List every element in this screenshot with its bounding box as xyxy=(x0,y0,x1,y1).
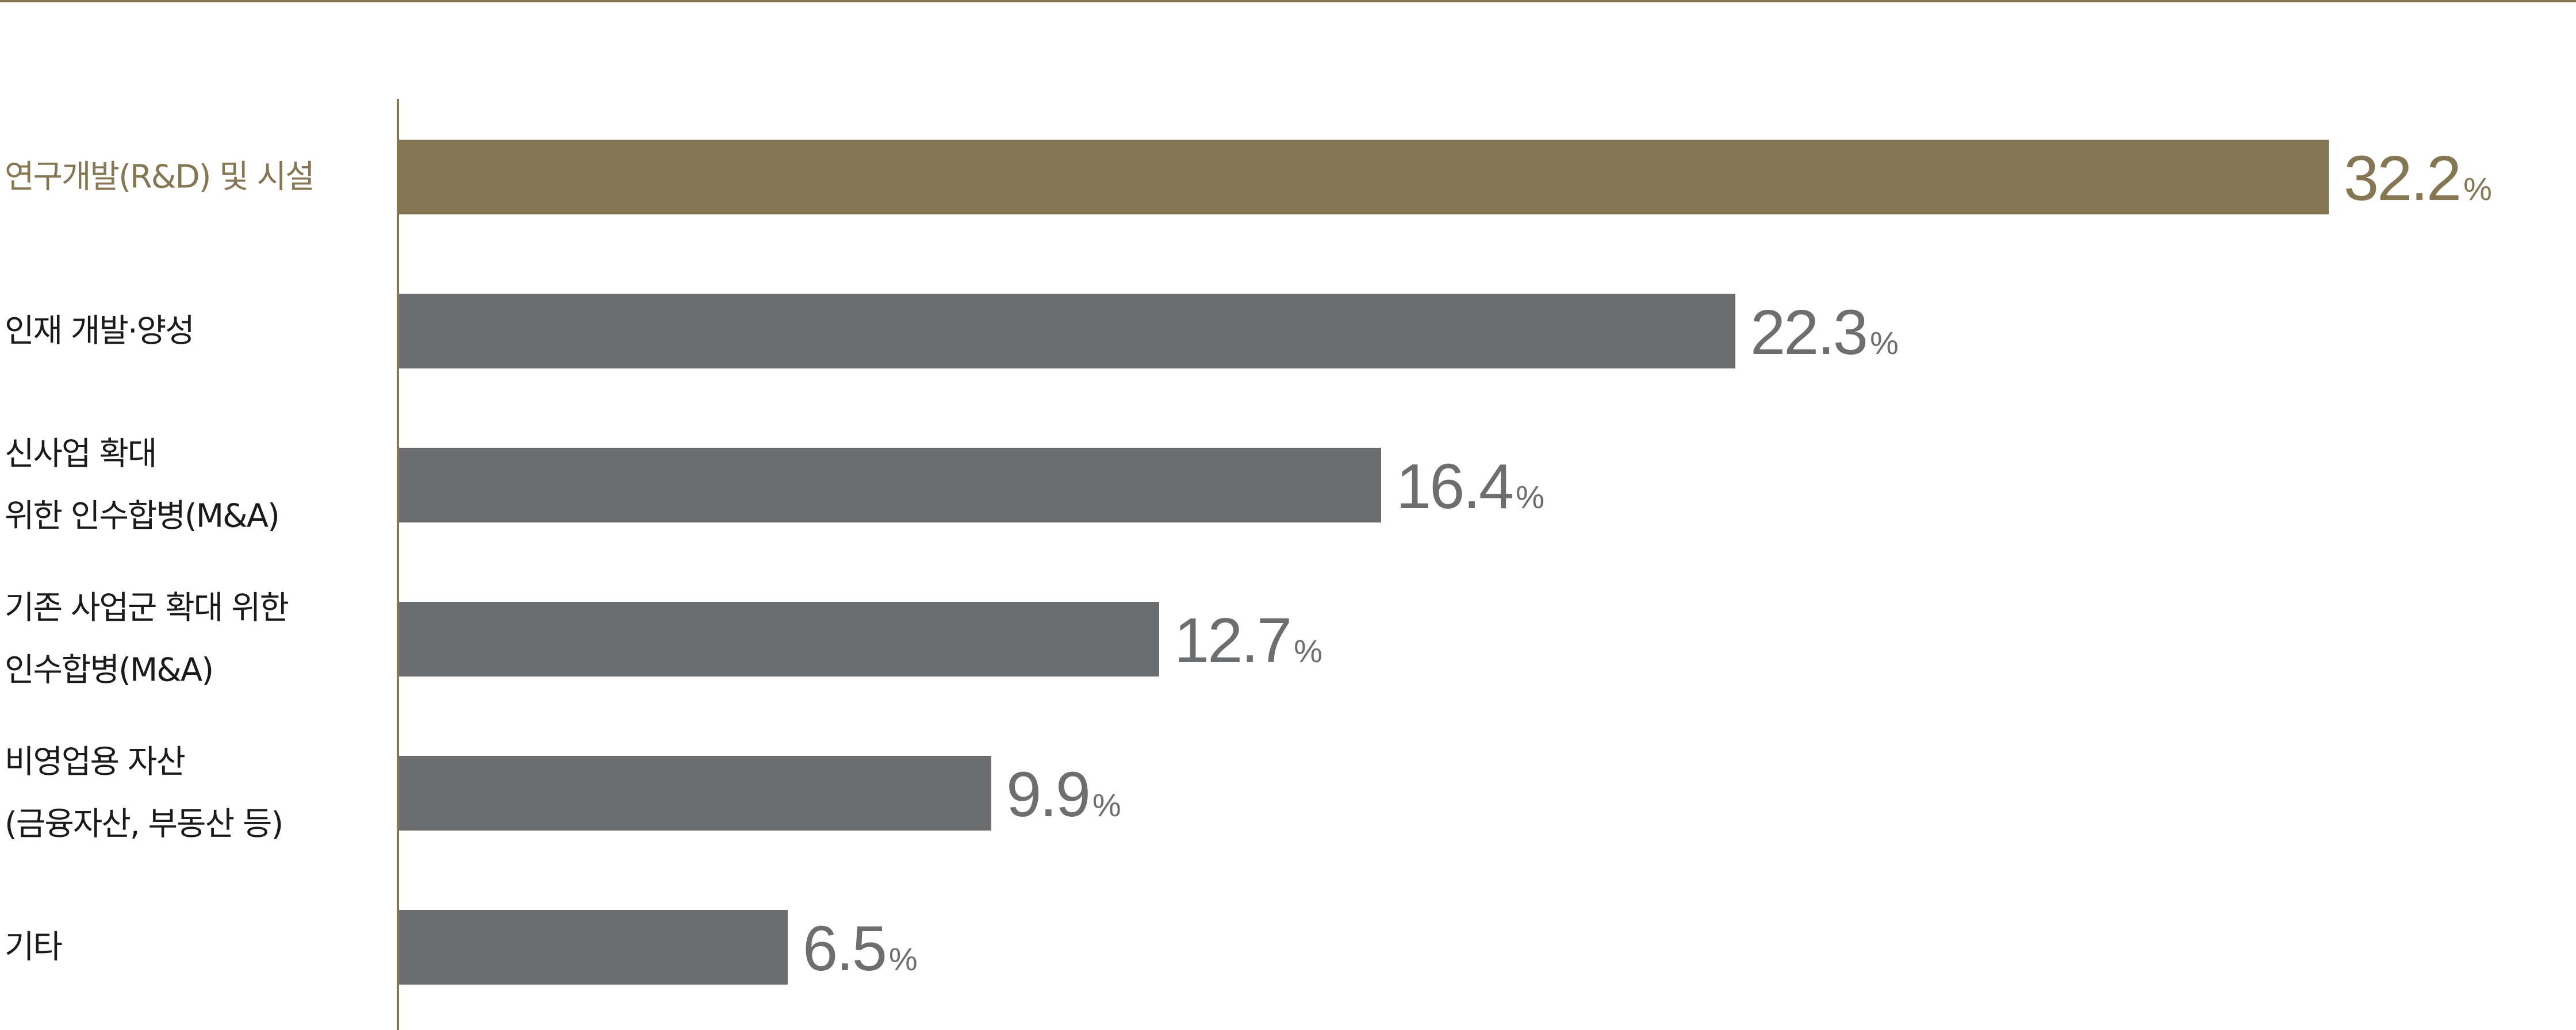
bar xyxy=(398,448,1381,522)
bar xyxy=(398,602,1159,677)
value-unit: % xyxy=(2463,171,2492,207)
bar xyxy=(398,756,991,831)
value-label: 22.3% xyxy=(1750,297,1899,368)
value-number: 9.9 xyxy=(1006,759,1089,830)
category-label: 위한 인수합병(M&A) xyxy=(5,498,279,535)
value-label: 9.9% xyxy=(1006,759,1121,830)
value-label: 16.4% xyxy=(1396,451,1544,522)
value-label: 12.7% xyxy=(1174,605,1322,676)
bar xyxy=(398,910,788,985)
bar xyxy=(398,140,2329,214)
value-number: 16.4 xyxy=(1396,451,1512,522)
value-number: 32.2 xyxy=(2344,143,2460,214)
value-unit: % xyxy=(1870,325,1899,361)
category-label: 기타 xyxy=(5,929,62,966)
category-label: 비영업용 자산 xyxy=(5,744,185,781)
value-number: 22.3 xyxy=(1750,297,1866,368)
category-label: 신사업 확대 xyxy=(5,436,156,473)
value-number: 6.5 xyxy=(803,913,885,984)
value-label: 6.5% xyxy=(803,913,918,984)
bar xyxy=(398,294,1735,368)
category-label: 연구개발(R&D) 및 시설 xyxy=(5,159,314,196)
value-number: 12.7 xyxy=(1174,605,1290,676)
chart-marks: 연구개발(R&D) 및 시설 32.2 % 인재 개발·양성 22.3 % 신사업 확대위한… xyxy=(5,140,2492,985)
value-unit: % xyxy=(1516,479,1544,515)
category-label: 기존 사업군 확대 위한 xyxy=(5,590,289,627)
value-unit: % xyxy=(889,941,918,977)
value-unit: % xyxy=(1092,787,1121,823)
value-label: 32.2% xyxy=(2344,143,2492,214)
value-unit: % xyxy=(1294,633,1322,669)
category-label: 인재 개발·양성 xyxy=(5,313,194,350)
category-label: 인수합병(M&A) xyxy=(5,652,213,689)
category-label: (금융자산, 부동산 등) xyxy=(5,806,282,843)
